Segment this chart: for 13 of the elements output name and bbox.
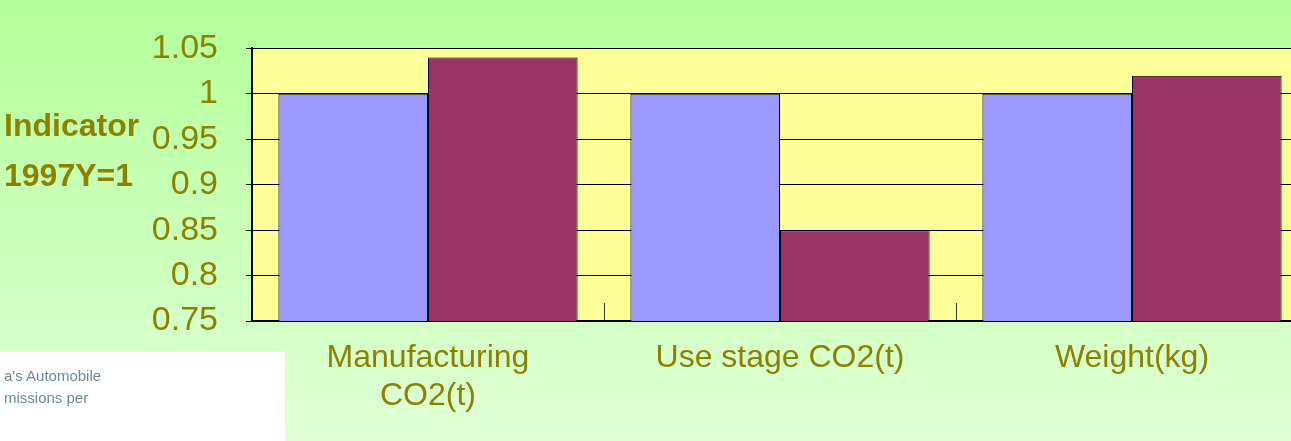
y-tick-label: 1.05 — [151, 26, 218, 65]
x-tick-label: Use stage CO2(t) — [655, 338, 905, 375]
text: missions per — [4, 388, 90, 408]
x-tick-label: Manufacturing CO2(t) — [326, 338, 530, 413]
y-tick-label: 0.8 — [170, 253, 218, 292]
y-tick-label: 0.95 — [151, 117, 218, 156]
y-tick-label: 0.9 — [170, 163, 218, 202]
y-axis-title: Indicator 1997Y=1 — [4, 106, 141, 195]
y-tick-label: 0.85 — [151, 208, 218, 247]
y-tick-label: 0.75 — [151, 299, 218, 338]
x-tick-label: Weight(kg) — [1054, 338, 1210, 375]
y-tick-label: 1 — [199, 72, 218, 111]
text: a's Automobile — [4, 366, 103, 386]
